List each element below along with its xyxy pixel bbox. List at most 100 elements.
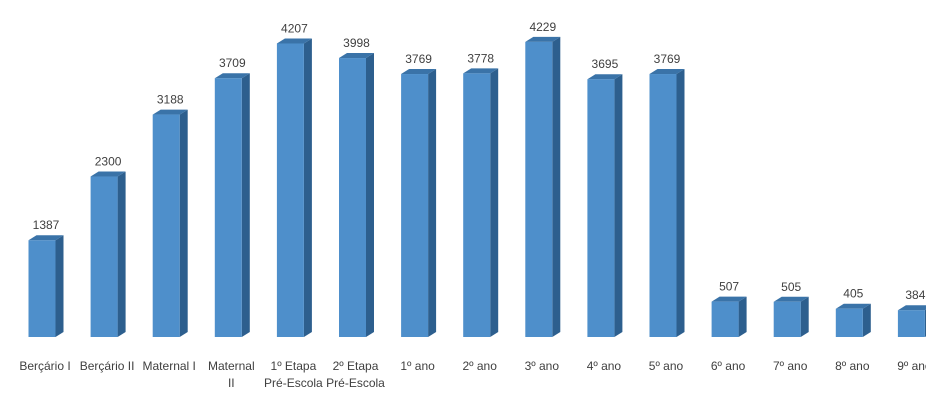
category-label: 1º ano	[400, 359, 435, 373]
value-label: 4229	[529, 20, 556, 34]
bar-top-face	[835, 303, 871, 309]
category-label-line: Pré-Escola	[326, 376, 385, 390]
bar-top-face	[339, 53, 374, 59]
bar	[463, 68, 499, 338]
bar	[401, 69, 437, 338]
bars-group	[28, 36, 926, 338]
bar	[90, 171, 126, 337]
bar-front-face	[773, 301, 801, 337]
bar-side-face	[738, 296, 747, 337]
category-label-line: 2º Etapa	[333, 359, 379, 373]
category-label-line: 6º ano	[711, 359, 746, 373]
category-label-line: Berçário II	[80, 359, 135, 373]
bar-front-face	[90, 176, 118, 337]
category-label-line: Berçário I	[19, 359, 70, 373]
bar-top-face	[525, 36, 561, 42]
category-label: 9º ano	[897, 359, 926, 373]
bar-side-face	[366, 53, 374, 337]
bar	[649, 69, 685, 338]
bar	[711, 296, 747, 337]
category-label: Berçário II	[80, 359, 135, 373]
value-label: 3769	[654, 52, 681, 66]
bar-front-face	[587, 79, 615, 338]
category-label: 8º ano	[835, 359, 870, 373]
category-label: 7º ano	[773, 359, 808, 373]
bar-front-face	[339, 58, 366, 337]
bar-side-face	[428, 69, 437, 338]
value-label: 3709	[219, 56, 246, 70]
bar-side-face	[55, 235, 64, 337]
bar-top-face	[214, 73, 250, 79]
bar-side-face	[490, 68, 499, 338]
category-label: 1º Etapa Pré-Escola	[264, 359, 323, 390]
bar-front-face	[897, 310, 925, 337]
category-label: 6º ano	[711, 359, 746, 373]
bar-side-face	[552, 36, 561, 337]
bar-side-face	[614, 74, 623, 338]
category-label: 5º ano	[649, 359, 684, 373]
category-label: Maternal I	[143, 359, 196, 373]
bar-front-face	[711, 301, 739, 337]
bar-top-face	[897, 305, 926, 311]
category-label-line: 8º ano	[835, 359, 870, 373]
category-label-line: 1º Etapa	[271, 359, 317, 373]
category-label-line: 9º ano	[897, 359, 926, 373]
value-label: 3778	[467, 51, 494, 65]
value-label: 3695	[592, 57, 619, 71]
bar-side-face	[676, 69, 685, 338]
category-label: 2º Etapa Pré-Escola	[326, 359, 385, 390]
bar-side-face	[241, 73, 250, 337]
value-label: 2300	[95, 155, 122, 169]
category-label-line: Pré-Escola	[264, 376, 323, 390]
value-label: 505	[781, 280, 801, 294]
bar-top-face	[90, 171, 126, 177]
bar-top-face	[401, 69, 437, 75]
bar-top-face	[587, 74, 623, 80]
bar-side-face	[179, 109, 188, 337]
category-label-line: 1º ano	[400, 359, 435, 373]
bar	[835, 303, 871, 337]
bar	[525, 36, 561, 337]
bar-front-face	[525, 41, 553, 337]
bar-side-face	[800, 296, 809, 337]
bar-top-face	[773, 296, 809, 302]
value-label: 3188	[157, 93, 184, 107]
bar-side-face	[117, 171, 126, 337]
category-label-line: 2º ano	[462, 359, 497, 373]
category-label-line: Maternal I	[143, 359, 196, 373]
bar-top-face	[276, 38, 312, 44]
category-label-line: 7º ano	[773, 359, 808, 373]
bar	[773, 296, 809, 337]
bar-top-face	[649, 69, 685, 75]
bar-front-face	[152, 114, 180, 337]
category-label: Berçário I	[19, 359, 70, 373]
category-label: 2º ano	[462, 359, 497, 373]
bar	[587, 74, 623, 338]
bar-top-face	[28, 235, 64, 241]
bar-side-face	[862, 303, 871, 337]
category-label-line: 3º ano	[525, 359, 560, 373]
category-label-line: II	[228, 376, 235, 390]
category-label: 4º ano	[587, 359, 622, 373]
value-label: 3998	[343, 36, 370, 50]
value-label: 507	[719, 280, 739, 294]
bar-side-face	[303, 38, 312, 338]
bar	[897, 305, 926, 337]
bar-front-face	[276, 43, 304, 338]
category-label-line: 4º ano	[587, 359, 622, 373]
value-label: 1387	[33, 218, 60, 232]
value-label: 384	[905, 288, 925, 302]
bar-front-face	[401, 74, 429, 338]
bar-top-face	[152, 109, 188, 115]
bar-top-face	[463, 68, 499, 74]
bar-front-face	[463, 73, 491, 338]
bar-front-face	[649, 74, 677, 338]
bar-front-face	[214, 78, 242, 337]
value-label: 405	[843, 287, 863, 301]
bar-front-face	[28, 240, 56, 337]
bar	[152, 109, 188, 337]
category-labels-group: Berçário I Berçário II Maternal I Maternal I…	[19, 359, 926, 390]
value-labels-group: 1387 2300 3188 3709 4207 3998 3769 3778 4229 3695…	[33, 20, 926, 302]
value-label: 4207	[281, 21, 308, 35]
